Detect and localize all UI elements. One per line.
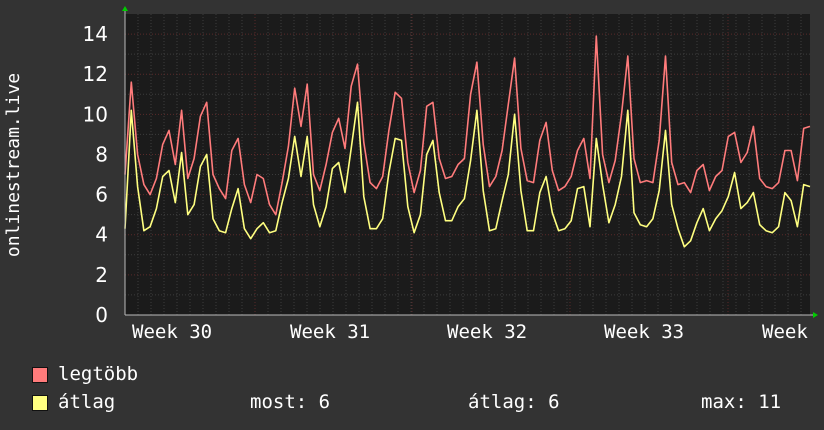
x-axis-arrow	[813, 312, 818, 318]
y-axis-arrow	[122, 6, 128, 11]
x-tick-label: Week 33	[604, 321, 684, 343]
stat-now: most: 6	[250, 391, 331, 413]
stat-max: max: 11	[701, 391, 782, 413]
y-tick-label: 4	[95, 223, 108, 247]
series-line-0	[124, 35, 811, 216]
y-tick-label: 10	[83, 102, 108, 126]
x-tick-label: Week 31	[290, 321, 370, 343]
y-tick-label: 14	[83, 22, 108, 46]
y-tick-label: 2	[95, 263, 108, 287]
y-tick-label: 12	[83, 62, 108, 86]
legend-swatch-max	[32, 367, 48, 383]
legend-label-max: legtöbb	[58, 363, 139, 385]
y-tick-label: 0	[95, 303, 108, 327]
series-line-1	[124, 101, 811, 248]
legend-label-avg: átlag	[58, 391, 116, 413]
y-axis-label: onlinestream.live	[3, 73, 24, 257]
stat-avg: átlag: 6	[468, 391, 560, 413]
y-tick-label: 6	[95, 183, 108, 207]
legend-swatch-avg	[32, 395, 48, 411]
x-tick-label: Week	[762, 321, 808, 343]
x-tick-label: Week 32	[447, 321, 527, 343]
plot-area	[125, 14, 810, 315]
y-tick-label: 8	[95, 142, 108, 166]
x-tick-label: Week 30	[132, 321, 212, 343]
